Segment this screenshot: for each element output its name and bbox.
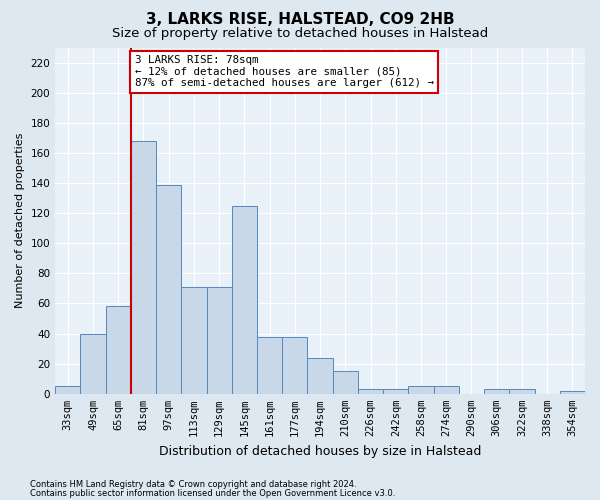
Bar <box>484 390 509 394</box>
Bar <box>282 336 307 394</box>
Bar <box>332 371 358 394</box>
Bar <box>131 141 156 394</box>
Text: Contains public sector information licensed under the Open Government Licence v3: Contains public sector information licen… <box>30 489 395 498</box>
Bar <box>257 336 282 394</box>
Bar <box>307 358 332 394</box>
Bar <box>106 306 131 394</box>
Bar <box>409 386 434 394</box>
Y-axis label: Number of detached properties: Number of detached properties <box>15 133 25 308</box>
Bar <box>181 287 206 394</box>
Bar <box>55 386 80 394</box>
Bar <box>560 391 585 394</box>
Bar <box>383 390 409 394</box>
X-axis label: Distribution of detached houses by size in Halstead: Distribution of detached houses by size … <box>159 444 481 458</box>
Bar <box>232 206 257 394</box>
Bar <box>509 390 535 394</box>
Bar <box>156 184 181 394</box>
Text: 3, LARKS RISE, HALSTEAD, CO9 2HB: 3, LARKS RISE, HALSTEAD, CO9 2HB <box>146 12 454 28</box>
Text: Size of property relative to detached houses in Halstead: Size of property relative to detached ho… <box>112 28 488 40</box>
Bar <box>358 390 383 394</box>
Text: 3 LARKS RISE: 78sqm
← 12% of detached houses are smaller (85)
87% of semi-detach: 3 LARKS RISE: 78sqm ← 12% of detached ho… <box>134 55 434 88</box>
Bar <box>206 287 232 394</box>
Bar <box>434 386 459 394</box>
Bar <box>80 334 106 394</box>
Text: Contains HM Land Registry data © Crown copyright and database right 2024.: Contains HM Land Registry data © Crown c… <box>30 480 356 489</box>
